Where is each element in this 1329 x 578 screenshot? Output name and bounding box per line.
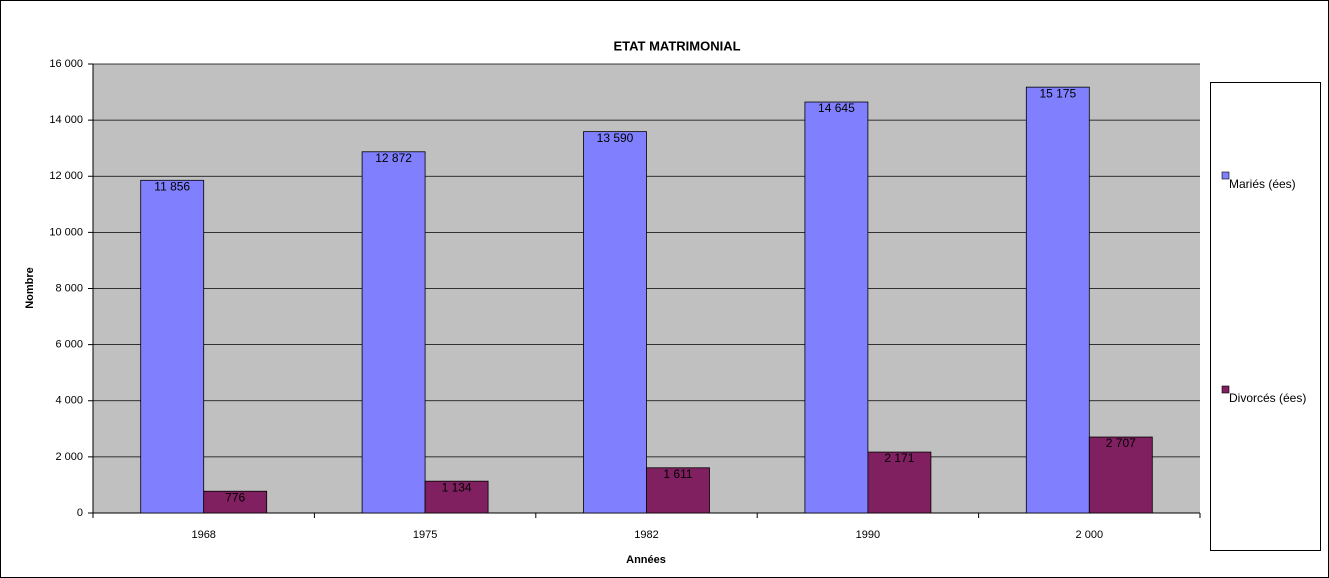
y-tick-label: 16 000 <box>49 58 83 70</box>
bar <box>424 480 489 514</box>
y-tick-label: 4 000 <box>55 395 83 407</box>
bar <box>583 131 647 514</box>
data-label: 1 134 <box>442 480 472 494</box>
bar <box>804 101 869 514</box>
x-tick-label: 1982 <box>634 529 658 541</box>
x-tick-label: 1975 <box>413 529 437 541</box>
bar <box>1025 86 1090 514</box>
y-tick-label: 14 000 <box>49 114 83 126</box>
bar <box>140 179 205 514</box>
y-tick-label: 12 000 <box>49 170 83 182</box>
data-label: 2 171 <box>884 451 914 465</box>
x-tick-label: 1990 <box>856 529 880 541</box>
data-label: 15 175 <box>1039 86 1076 100</box>
y-tick-label: 10 000 <box>49 226 83 238</box>
bar <box>361 151 426 514</box>
data-label: 13 590 <box>597 131 634 145</box>
y-tick-label: 6 000 <box>55 339 83 351</box>
legend-label: Mariés (ées) <box>1229 177 1296 191</box>
legend-label: Divorcés (ées) <box>1229 391 1307 405</box>
data-label: 14 645 <box>818 101 855 115</box>
legend-box <box>1210 82 1321 551</box>
x-tick-label: 1968 <box>191 529 215 541</box>
y-tick-label: 8 000 <box>55 282 83 294</box>
y-axis-label: Nombre <box>24 267 36 309</box>
bar <box>867 451 932 514</box>
x-tick-label: 2 000 <box>1076 529 1104 541</box>
data-label: 11 856 <box>154 179 190 193</box>
y-tick-label: 0 <box>77 507 83 519</box>
bar <box>1088 436 1153 514</box>
legend-swatch <box>1221 385 1230 394</box>
x-axis-label: Années <box>626 554 666 566</box>
data-label: 776 <box>225 490 245 504</box>
data-label: 2 707 <box>1106 436 1136 450</box>
bar <box>646 467 710 514</box>
bar <box>203 490 268 514</box>
y-tick-label: 2 000 <box>55 451 83 463</box>
data-label: 12 872 <box>375 151 412 165</box>
data-label: 1 611 <box>663 467 692 481</box>
legend-swatch <box>1221 171 1230 180</box>
chart-title: ETAT MATRIMONIAL <box>613 38 740 53</box>
